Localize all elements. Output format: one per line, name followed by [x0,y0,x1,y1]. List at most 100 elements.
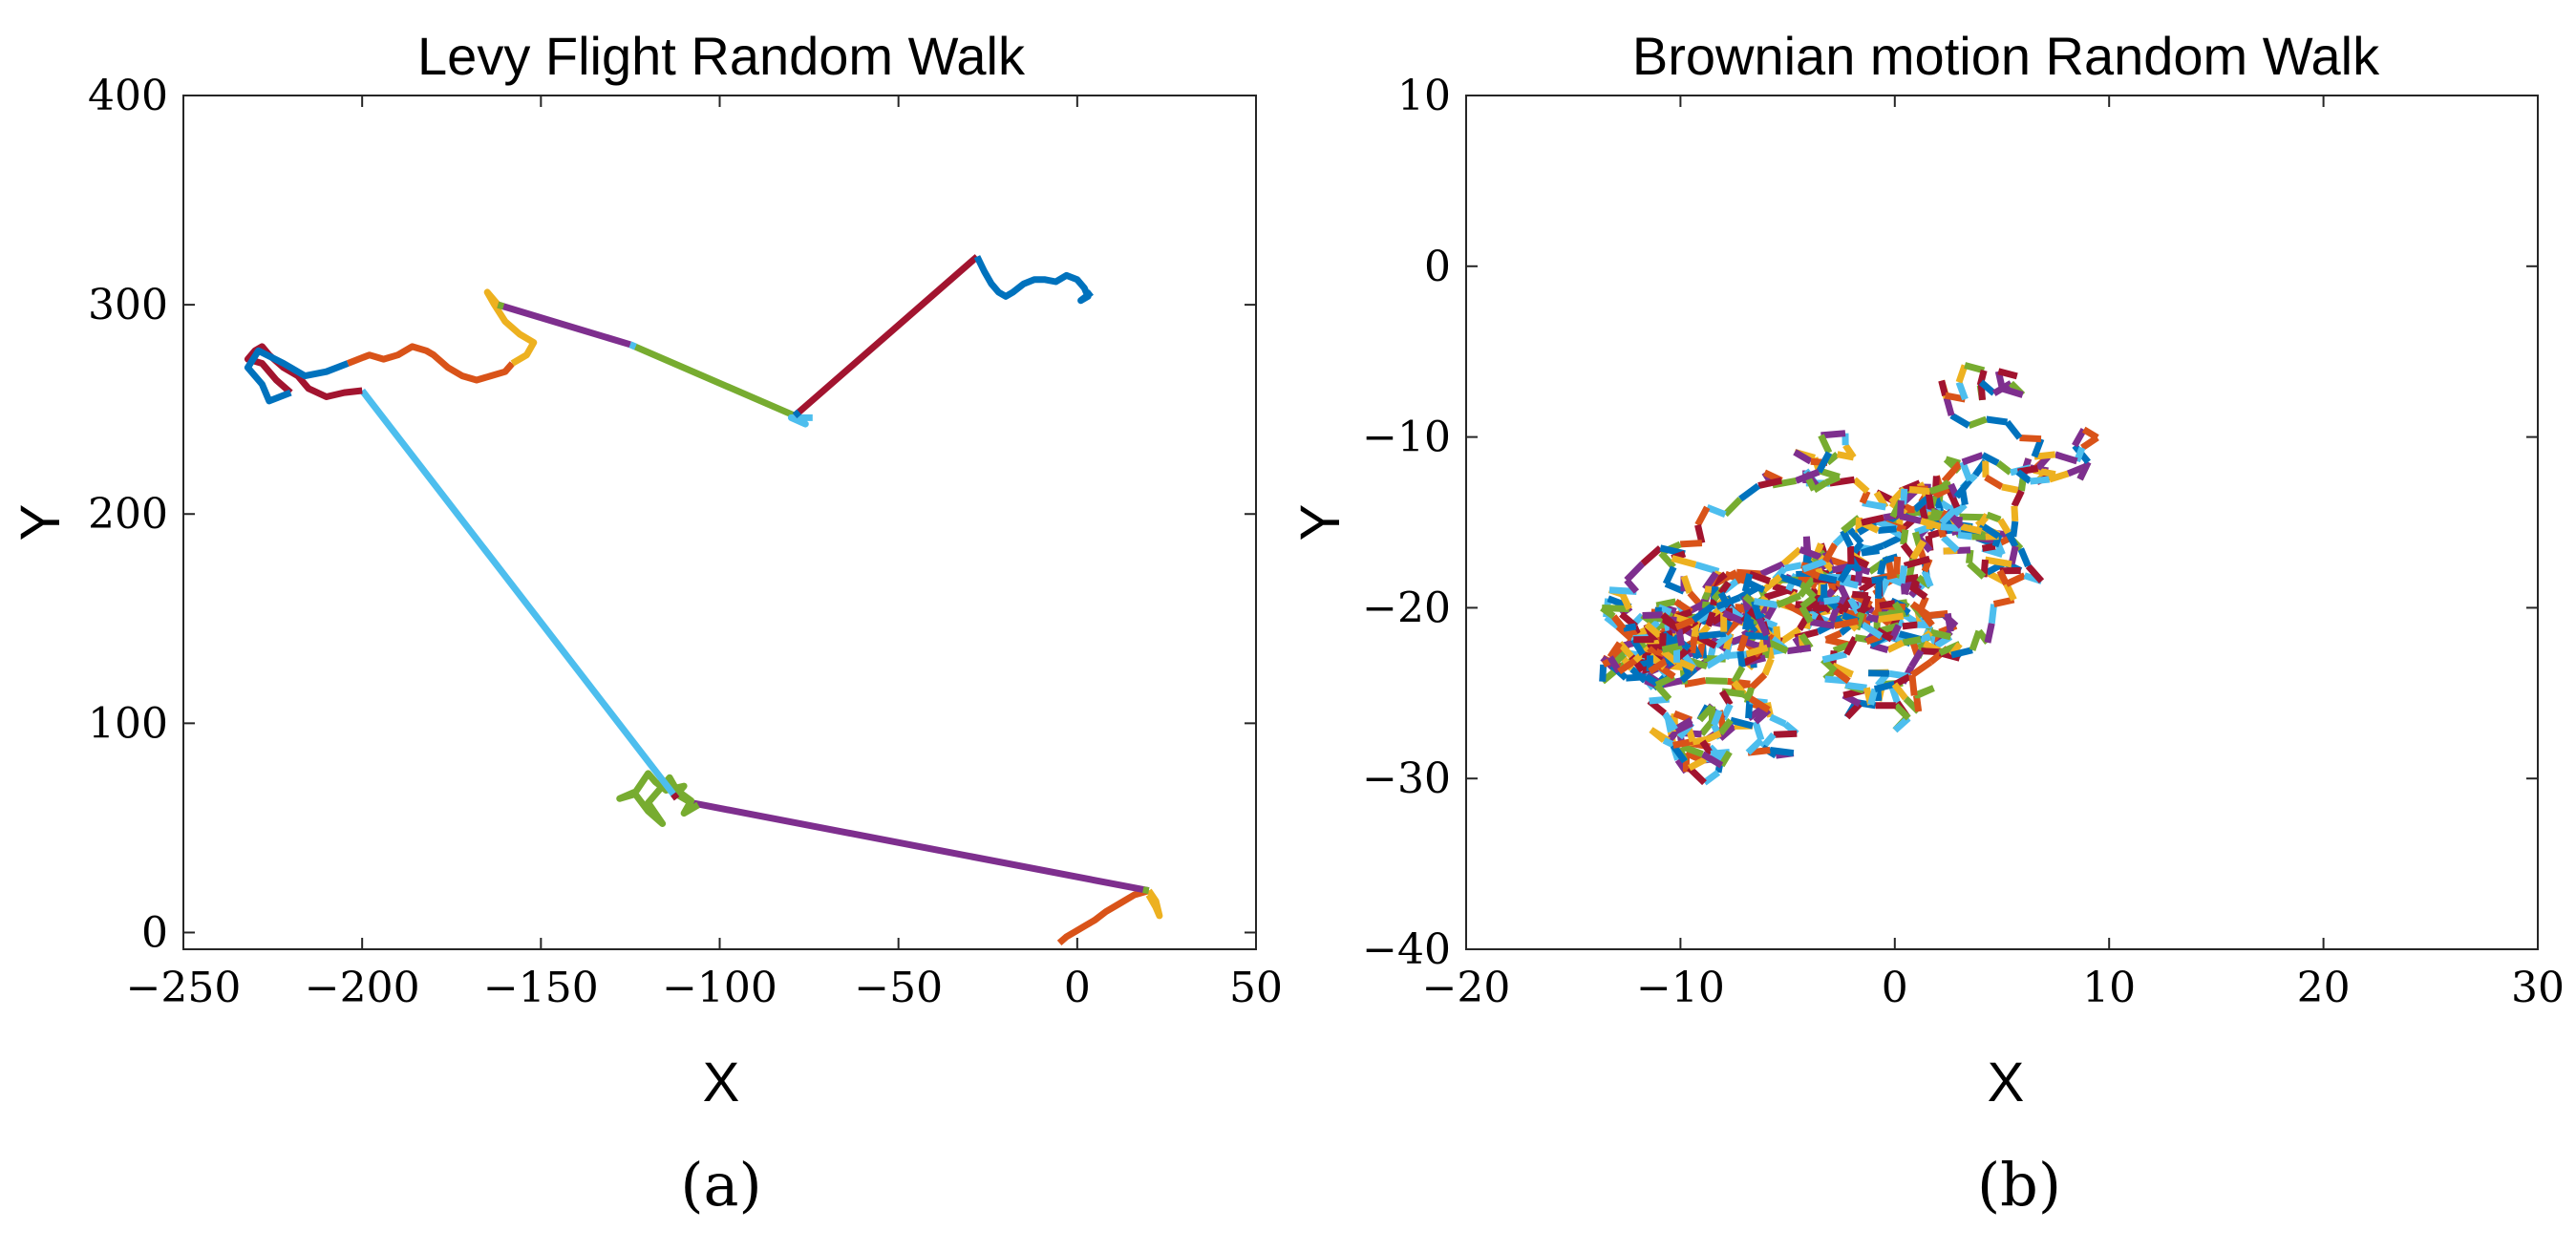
brownian-step [1786,644,1812,655]
brownian-step [1957,531,1972,541]
brownian-x-tick-label: −10 [1636,964,1725,1012]
brownian-y-tick-label: 10 [1397,72,1451,120]
brownian-x-tick-label: 10 [2082,964,2136,1012]
brownian-step [1769,747,1795,757]
brownian-step [1745,737,1764,755]
brownian-step [1626,673,1647,682]
brownian-x-tick-label: −20 [1422,964,1511,1012]
brownian-step [1852,477,1870,495]
brownian-step [1810,618,1835,629]
brownian-step [1900,529,1909,545]
brownian-step [1913,695,1923,712]
brownian-step [1908,486,1931,496]
brownian-step [1799,605,1814,625]
panel-label-b: (b) [1977,1150,2061,1220]
brownian-step [2015,469,2033,484]
brownian-step [2076,460,2092,481]
brownian-step [1967,561,1987,580]
brownian-step [1624,561,1646,583]
levy-y-tick-label: 400 [88,72,168,120]
brownian-step [1722,609,1745,626]
brownian-step [1917,607,1935,627]
brownian-step [1932,485,1950,499]
brownian-step [1843,635,1859,656]
brownian-step [1795,468,1820,484]
brownian-step [1837,562,1854,584]
brownian-step [1823,595,1842,605]
brownian-step [1748,570,1771,584]
brownian-step [1818,434,1833,455]
brownian-step [2019,435,2042,443]
brownian-step [2030,476,2051,485]
levy-x-label: X [703,1051,740,1114]
brownian-step [1748,695,1771,713]
brownian-step [1778,573,1802,587]
brownian-step [1773,730,1798,738]
brownian-step [2005,572,2027,587]
brownian-step [1877,612,1905,624]
brownian-step [1988,604,1998,625]
levy-step-marker [628,341,637,350]
brownian-step [1700,751,1724,769]
brownian-step [1950,647,1973,659]
brownian-step [1738,482,1761,502]
brownian-step [1981,542,1996,552]
brownian-step [1903,555,1931,569]
brownian-step [1689,636,1698,654]
brownian-step [1908,674,1918,696]
brownian-step [1694,561,1720,575]
brownian-step [1902,621,1918,630]
brownian-step [1928,609,1948,619]
levy-series-step-2 [1145,888,1163,920]
brownian-step [1961,452,1984,466]
brownian-step [1642,611,1663,619]
brownian-step [1945,487,1961,509]
brownian-step [1764,586,1790,601]
brownian-step [1602,605,1629,613]
brownian-step [1717,723,1737,741]
brownian-step [1816,451,1833,474]
brownian-step [1984,622,1995,644]
brownian-step [1903,574,1919,584]
brownian-step [1917,595,1929,612]
brownian-step [2010,520,2019,538]
brownian-step [1818,573,1838,584]
brownian-step [2048,470,2070,483]
brownian-step [1960,522,1983,535]
brownian-step [1955,381,1969,401]
levy-series-step-7 [244,347,350,405]
brownian-y-tick-label: 0 [1424,243,1451,291]
brownian-step [1978,379,1996,396]
brownian-step [1717,591,1732,608]
brownian-step [1640,545,1663,566]
levy-x-tick-label: −100 [662,964,777,1012]
levy-series [244,254,1163,946]
brownian-step [1828,605,1841,623]
brownian-step [1722,497,1743,518]
levy-step-marker [671,792,680,801]
brownian-step [1820,430,1846,439]
brownian-step [1986,511,2002,523]
brownian-step [1939,504,1960,525]
brownian-step [1862,499,1886,511]
brownian-step [1765,638,1789,654]
brownian-step [1698,629,1727,640]
brownian-step [1604,614,1620,629]
brownian-ticks: −20 −10 0 10 20 30 −40 −30 −20 −10 0 10 [1362,72,2565,1012]
brownian-step [1658,550,1676,570]
brownian-step [1997,518,2012,535]
brownian-x-tick-label: 20 [2297,964,2351,1012]
brownian-step [1885,639,1905,653]
levy-series-step-13 [792,254,980,418]
brownian-step [1763,702,1775,718]
brownian-step [1978,521,2001,540]
brownian-step [1920,518,1942,530]
levy-y-tick-label: 100 [88,699,168,748]
brownian-y-tick-label: −40 [1362,925,1451,974]
levy-y-tick-label: 0 [141,908,168,957]
brownian-step [1661,711,1678,732]
brownian-step [1877,560,1887,576]
brownian-step [1984,474,2004,490]
brownian-step [1717,718,1734,736]
brownian-step [1995,460,2013,476]
